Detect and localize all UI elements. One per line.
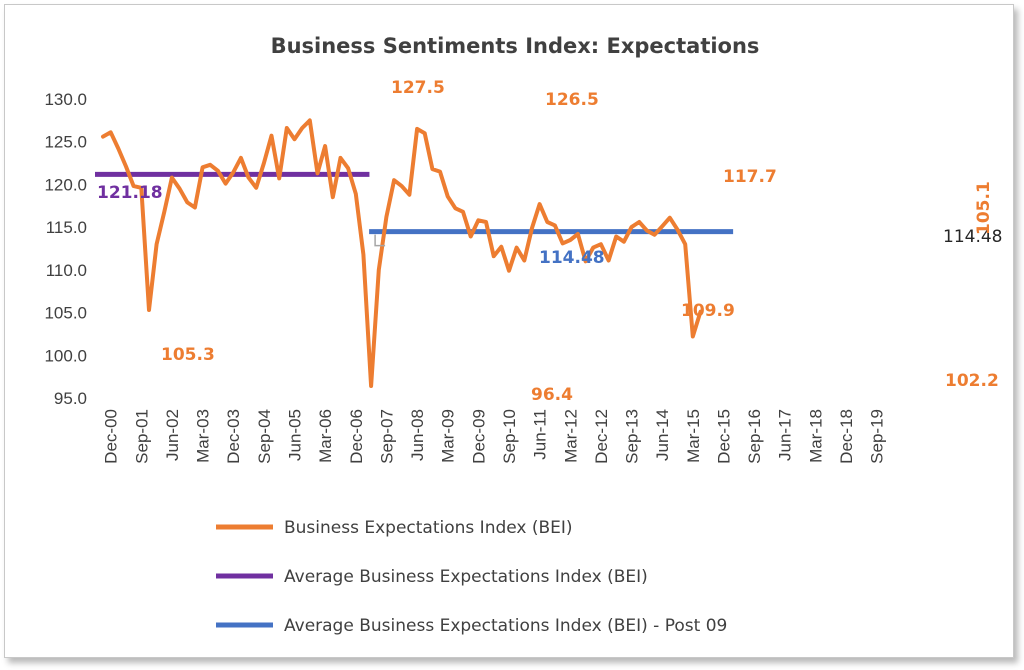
data-label: 121.18: [97, 183, 163, 203]
data-label: 105.3: [161, 345, 215, 365]
data-label: 114.48: [539, 248, 605, 268]
chart-frame: Business Sentiments Index: Expectations …: [4, 4, 1014, 658]
x-tick-label: Mar-03: [194, 409, 213, 463]
x-tick-label: Dec-00: [102, 409, 121, 464]
x-tick-label: Jun-11: [531, 409, 550, 460]
data-label: 126.5: [545, 90, 599, 110]
annotation-leader-line: [374, 234, 386, 247]
x-tick-label: Dec-18: [837, 409, 856, 464]
data-label: 114.48: [943, 227, 1002, 247]
data-label: 109.9: [681, 301, 735, 321]
series-line-bei: [101, 118, 703, 388]
x-tick-label: Sep-10: [500, 409, 519, 464]
x-tick-label: Mar-18: [806, 409, 825, 463]
x-tick-label: Dec-15: [715, 409, 734, 464]
y-tick-label: 120.0: [44, 175, 87, 194]
legend: Business Expectations Index (BEI) Average…: [216, 518, 727, 636]
y-tick-label: 100.0: [44, 346, 87, 365]
x-tick-label: Sep-07: [377, 409, 396, 464]
y-tick-label: 115.0: [46, 218, 87, 237]
x-tick-label: Dec-12: [592, 409, 611, 464]
x-tick-label: Mar-06: [316, 409, 335, 463]
x-tick-label: Jun-05: [286, 409, 305, 461]
x-tick-label: Dec-09: [469, 409, 488, 464]
y-tick-label: 130.0: [44, 90, 87, 109]
data-label: 117.7: [723, 167, 777, 187]
x-tick-label: Dec-03: [224, 409, 243, 464]
data-label: 105.1: [974, 181, 994, 235]
y-tick-label: 125.0: [44, 133, 87, 152]
legend-label: Business Expectations Index (BEI): [284, 518, 573, 538]
x-tick-label: Mar-12: [561, 409, 580, 463]
data-label: 102.2: [945, 371, 999, 391]
x-tick-label: Mar-15: [684, 409, 703, 463]
x-tick-label: Jun-17: [776, 409, 795, 461]
x-tick-label: Sep-19: [868, 409, 887, 464]
x-tick-label: Mar-09: [439, 409, 458, 463]
y-tick-label: 110.0: [46, 261, 87, 280]
annotations: 127.5 126.5 121.18 117.7 114.48 114.48 105.3 10…: [97, 78, 1002, 405]
x-tick-label: Jun-14: [653, 409, 672, 461]
x-tick-label: Sep-01: [132, 409, 151, 464]
data-label: 127.5: [391, 78, 445, 98]
y-tick-label: 95.0: [54, 389, 87, 408]
x-axis: Dec-00 Sep-01 Jun-02 Mar-03 Dec-03 Sep-04 Jun-…: [102, 409, 887, 464]
y-tick-label: 105.0: [44, 304, 87, 323]
x-tick-label: Sep-16: [745, 409, 764, 464]
x-tick-label: Dec-06: [347, 409, 366, 464]
chart-title: Business Sentiments Index: Expectations: [271, 34, 760, 58]
y-axis: 95.0 100.0 105.0 110.0 115.0 120.0 125.0 130.0: [44, 90, 87, 408]
x-tick-label: Sep-04: [255, 409, 274, 464]
x-tick-label: Jun-08: [408, 409, 427, 461]
x-tick-label: Sep-13: [623, 409, 642, 464]
x-tick-label: Jun-02: [163, 409, 182, 461]
legend-label: Average Business Expectations Index (BEI…: [284, 616, 727, 636]
series-layer: [101, 118, 703, 388]
data-label: 96.4: [531, 385, 573, 405]
line-chart: Business Sentiments Index: Expectations …: [44, 34, 1002, 636]
legend-label: Average Business Expectations Index (BEI…: [284, 567, 648, 587]
